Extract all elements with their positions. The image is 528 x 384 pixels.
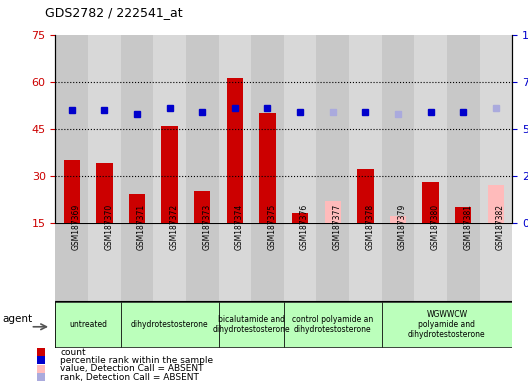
- Bar: [382, 302, 512, 347]
- Bar: [219, 223, 251, 301]
- Bar: [316, 223, 349, 301]
- Bar: [349, 35, 382, 223]
- Text: count: count: [60, 348, 86, 357]
- Bar: [186, 35, 219, 223]
- Text: GSM187378: GSM187378: [365, 204, 374, 250]
- Bar: [284, 35, 316, 223]
- Text: GSM187382: GSM187382: [496, 204, 505, 250]
- Bar: [153, 35, 186, 223]
- Bar: [349, 223, 382, 301]
- Bar: [121, 302, 219, 347]
- Bar: [382, 35, 414, 223]
- Bar: [55, 223, 88, 301]
- Text: GSM187381: GSM187381: [463, 204, 472, 250]
- Bar: [447, 35, 479, 223]
- Bar: [219, 302, 284, 347]
- Text: GSM187380: GSM187380: [431, 204, 440, 250]
- Text: GSM187371: GSM187371: [137, 204, 146, 250]
- Bar: [227, 78, 243, 223]
- Text: GSM187376: GSM187376: [300, 204, 309, 250]
- Bar: [129, 195, 145, 223]
- Bar: [55, 35, 88, 223]
- Bar: [55, 302, 121, 347]
- Bar: [121, 35, 153, 223]
- Bar: [479, 223, 512, 301]
- Bar: [63, 160, 80, 223]
- Text: value, Detection Call = ABSENT: value, Detection Call = ABSENT: [60, 364, 204, 373]
- Bar: [251, 35, 284, 223]
- Bar: [292, 214, 308, 223]
- Text: GSM187372: GSM187372: [169, 204, 178, 250]
- Text: GDS2782 / 222541_at: GDS2782 / 222541_at: [45, 6, 183, 19]
- Text: control polyamide an
dihydrotestosterone: control polyamide an dihydrotestosterone: [292, 315, 373, 334]
- Bar: [414, 223, 447, 301]
- Bar: [162, 126, 178, 223]
- Bar: [390, 217, 406, 223]
- Text: GSM187374: GSM187374: [235, 204, 244, 250]
- Bar: [88, 35, 121, 223]
- Bar: [96, 163, 112, 223]
- Bar: [219, 35, 251, 223]
- Text: bicalutamide and
dihydrotestosterone: bicalutamide and dihydrotestosterone: [212, 315, 290, 334]
- Bar: [414, 35, 447, 223]
- Bar: [447, 223, 479, 301]
- Bar: [488, 185, 504, 223]
- Bar: [251, 223, 284, 301]
- Bar: [284, 302, 382, 347]
- Bar: [121, 223, 153, 301]
- Bar: [382, 223, 414, 301]
- Bar: [479, 35, 512, 223]
- Bar: [259, 113, 276, 223]
- Bar: [284, 223, 316, 301]
- Text: GSM187369: GSM187369: [72, 204, 81, 250]
- Text: GSM187373: GSM187373: [202, 204, 211, 250]
- Text: rank, Detection Call = ABSENT: rank, Detection Call = ABSENT: [60, 373, 199, 382]
- Bar: [194, 191, 210, 223]
- Bar: [325, 201, 341, 223]
- Bar: [357, 169, 373, 223]
- Text: dihydrotestosterone: dihydrotestosterone: [131, 320, 209, 329]
- Text: agent: agent: [3, 314, 33, 324]
- Text: GSM187375: GSM187375: [268, 204, 277, 250]
- Bar: [88, 223, 121, 301]
- Text: WGWWCW
polyamide and
dihydrotestosterone: WGWWCW polyamide and dihydrotestosterone: [408, 310, 486, 339]
- Bar: [455, 207, 472, 223]
- Bar: [316, 35, 349, 223]
- Text: GSM187379: GSM187379: [398, 204, 407, 250]
- Text: untreated: untreated: [69, 320, 107, 329]
- Bar: [186, 223, 219, 301]
- Text: GSM187370: GSM187370: [105, 204, 114, 250]
- Bar: [422, 182, 439, 223]
- Text: GSM187377: GSM187377: [333, 204, 342, 250]
- Bar: [153, 223, 186, 301]
- Text: percentile rank within the sample: percentile rank within the sample: [60, 356, 213, 365]
